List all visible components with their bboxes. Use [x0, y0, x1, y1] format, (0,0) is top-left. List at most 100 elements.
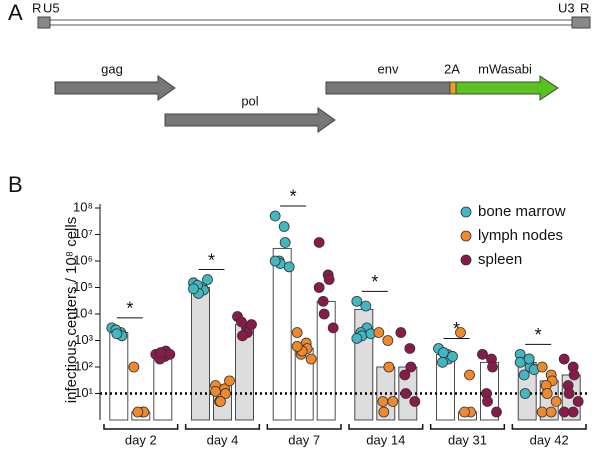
- data-point: [373, 327, 385, 338]
- significance-label: *: [208, 250, 215, 270]
- y-tick-label: 10²: [74, 358, 93, 373]
- data-point: [550, 396, 562, 407]
- gene-label: mWasabi: [478, 61, 532, 76]
- legend-label: bone marrow: [478, 203, 566, 220]
- data-point: [215, 396, 226, 407]
- data-point: [541, 388, 553, 399]
- legend-marker: [460, 254, 472, 266]
- data-point: [387, 396, 399, 407]
- significance-label: *: [535, 325, 542, 345]
- data-point: [202, 274, 213, 285]
- data-point: [459, 406, 470, 418]
- ltr-label: R: [580, 0, 589, 15]
- legend-label: lymph nodes: [478, 227, 563, 244]
- data-point: [536, 361, 548, 373]
- data-point: [536, 406, 548, 418]
- data-point: [491, 406, 502, 418]
- data-point: [382, 335, 394, 346]
- data-point: [518, 369, 530, 381]
- group-bracket: [511, 424, 587, 430]
- gene-label: env: [378, 61, 399, 76]
- gene-label: pol: [241, 93, 258, 108]
- y-tick-label: 10⁴: [73, 305, 93, 320]
- data-point: [279, 237, 291, 248]
- data-point: [188, 283, 199, 295]
- data-point: [224, 375, 235, 387]
- data-point: [155, 347, 167, 358]
- data-point: [210, 386, 221, 397]
- group-bracket: [103, 424, 179, 430]
- data-point: [317, 295, 329, 307]
- ltr-label: R: [32, 0, 41, 15]
- y-tick-label: 10³: [74, 332, 93, 347]
- data-point: [567, 406, 579, 418]
- data-point: [519, 388, 531, 399]
- data-point: [404, 343, 416, 354]
- data-point: [563, 388, 575, 399]
- significance-label: *: [290, 187, 297, 207]
- data-point: [568, 369, 580, 381]
- data-point: [378, 406, 390, 418]
- data-point: [438, 347, 449, 358]
- data-point: [291, 340, 303, 352]
- significance-label: *: [126, 299, 133, 319]
- data-point: [558, 353, 570, 365]
- y-tick-label: 10⁵: [73, 279, 93, 294]
- gene-bar: [325, 81, 451, 95]
- x-tick-label: day 31: [448, 432, 487, 447]
- data-point: [405, 361, 417, 373]
- ltr-label: U3: [558, 0, 575, 15]
- data-point: [220, 388, 231, 399]
- bar: [316, 300, 336, 421]
- data-point: [482, 396, 493, 407]
- data-point: [164, 348, 176, 360]
- data-point: [291, 327, 303, 338]
- data-point: [409, 396, 421, 407]
- group-bracket: [184, 424, 261, 430]
- x-tick-label: day 4: [207, 432, 239, 447]
- data-point: [313, 237, 325, 248]
- data-point: [237, 330, 248, 342]
- data-point: [278, 221, 290, 232]
- data-point: [395, 327, 407, 338]
- data-point: [327, 322, 339, 334]
- group-bracket: [266, 424, 342, 430]
- data-point: [351, 333, 363, 344]
- data-point: [351, 295, 363, 307]
- ltr-box: [37, 16, 51, 29]
- data-point: [477, 348, 488, 360]
- gene-arrow: [54, 75, 176, 101]
- gene-arrow: [164, 107, 336, 133]
- data-point: [132, 406, 144, 418]
- data-point: [360, 300, 372, 312]
- data-point: [305, 353, 317, 365]
- group-bracket: [348, 424, 424, 430]
- gene-bar: [449, 81, 457, 95]
- panel-label: A: [8, 0, 23, 25]
- y-tick-label: 10⁸: [73, 199, 93, 214]
- y-axis-label: infectious centers / 10⁸ cells: [63, 217, 80, 403]
- significance-label: *: [371, 272, 378, 292]
- bar: [153, 353, 173, 421]
- significance-label: *: [453, 319, 460, 339]
- gene-arrow: [455, 75, 559, 101]
- data-point: [313, 282, 325, 293]
- data-point: [323, 274, 335, 285]
- x-tick-label: day 14: [366, 432, 405, 447]
- data-point: [236, 316, 247, 328]
- y-tick-label: 10⁷: [74, 226, 93, 241]
- ltr-box: [571, 16, 591, 29]
- data-point: [111, 328, 123, 340]
- bar: [109, 332, 129, 421]
- group-bracket: [429, 424, 506, 430]
- data-point: [523, 353, 535, 365]
- data-point: [447, 351, 458, 362]
- gene-label: gag: [101, 61, 123, 76]
- bar: [272, 247, 292, 421]
- y-tick-label: 10⁶: [73, 252, 93, 267]
- data-point: [269, 210, 281, 222]
- x-tick-label: day 42: [530, 432, 569, 447]
- legend-marker: [460, 230, 472, 242]
- data-point: [246, 319, 257, 330]
